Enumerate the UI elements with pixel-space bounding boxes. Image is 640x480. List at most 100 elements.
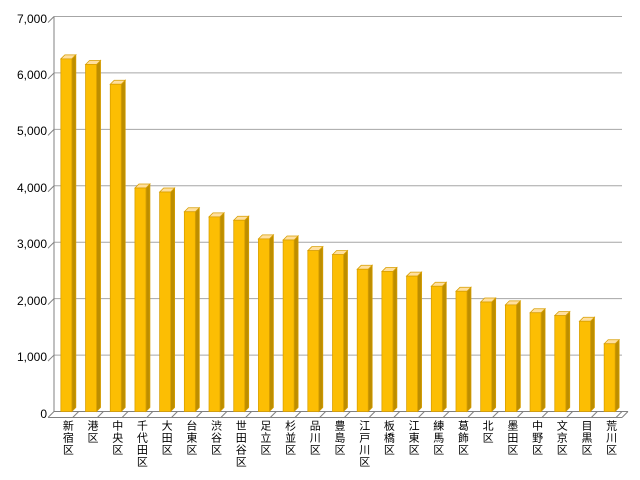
x-tick-label: 中野区 xyxy=(530,420,543,456)
x-axis-tick xyxy=(516,411,524,418)
y-axis-tick xyxy=(47,185,55,193)
bar-side xyxy=(343,249,348,413)
bar-板橋区 xyxy=(380,266,398,413)
bar-side xyxy=(170,187,176,413)
y-tick-label: 6,000 xyxy=(16,67,47,82)
y-tick-label: 0 xyxy=(40,406,47,421)
y-axis-tick xyxy=(47,72,55,80)
x-tick-label: 大田区 xyxy=(160,420,173,456)
x-tick-label: 世田谷区 xyxy=(234,420,247,468)
bar-face xyxy=(356,268,369,412)
bar-face xyxy=(282,239,295,412)
x-axis-tick xyxy=(195,411,203,418)
x-tick-label: 板橋区 xyxy=(382,420,395,456)
x-axis-tick xyxy=(343,411,351,418)
bar-side xyxy=(145,183,151,413)
bar-目黒区 xyxy=(578,316,596,413)
bar-face xyxy=(159,191,172,412)
bar-face xyxy=(183,211,196,412)
y-tick-label: 4,000 xyxy=(16,180,47,195)
bar-side xyxy=(565,310,571,413)
x-axis-tick xyxy=(146,411,154,418)
bar-side xyxy=(219,211,225,413)
y-tick-label: 7,000 xyxy=(16,11,47,26)
bar-墨田区 xyxy=(504,299,522,413)
y-axis-tick xyxy=(47,411,55,418)
bar-side xyxy=(367,264,373,413)
bar-face xyxy=(208,216,221,412)
bar-品川区 xyxy=(306,245,324,413)
bar-face xyxy=(480,301,493,412)
x-axis-tick xyxy=(245,411,252,418)
bar-side xyxy=(269,233,274,413)
x-tick-label: 豊島区 xyxy=(333,420,345,456)
bar-face xyxy=(554,315,567,412)
bar-豊島区 xyxy=(331,249,349,413)
x-tick-label: 新宿区 xyxy=(61,420,74,456)
x-tick-label: 渋谷区 xyxy=(209,420,222,456)
bar-face xyxy=(258,238,270,412)
x-tick-label: 港区 xyxy=(86,420,99,444)
x-axis-tick xyxy=(590,411,598,418)
bar-side xyxy=(120,79,126,413)
bar-side xyxy=(318,245,324,413)
bar-face xyxy=(85,64,97,412)
x-tick-label: 文京区 xyxy=(555,420,568,456)
x-tick-label: 目黒区 xyxy=(579,420,592,456)
bar-face xyxy=(60,58,73,412)
bar-大田区 xyxy=(158,187,176,413)
x-axis-tick xyxy=(72,411,80,418)
bar-face xyxy=(529,312,542,412)
bar-文京区 xyxy=(553,310,571,413)
y-tick-label: 3,000 xyxy=(16,237,47,252)
x-axis-tick xyxy=(269,411,277,418)
x-tick-label: 杉並区 xyxy=(283,420,296,456)
bar-face xyxy=(307,250,320,412)
bar-世田谷区 xyxy=(232,215,250,413)
x-axis-tick xyxy=(294,411,302,418)
bar-side xyxy=(194,206,200,413)
x-axis-tick xyxy=(220,411,228,418)
bar-side xyxy=(515,299,521,413)
floor-right-corner xyxy=(621,411,629,418)
bar-side xyxy=(392,266,398,413)
bar-江戸川区 xyxy=(356,264,374,413)
x-tick-label: 江戸川区 xyxy=(357,420,370,468)
x-tick-label: 北区 xyxy=(481,420,494,444)
x-axis-tick xyxy=(368,411,376,418)
x-axis-tick xyxy=(492,411,499,418)
bar-face xyxy=(332,254,344,412)
bar-face xyxy=(134,187,147,412)
bar-港区 xyxy=(84,59,102,413)
bar-side xyxy=(466,286,472,413)
bar-練馬区 xyxy=(430,281,448,413)
y-axis-tick xyxy=(47,298,55,305)
x-axis-tick xyxy=(418,411,425,418)
bar-杉並区 xyxy=(282,235,300,413)
x-axis-tick xyxy=(319,411,327,418)
bar-face xyxy=(109,83,122,412)
bar-荒川区 xyxy=(603,338,621,413)
y-tick-label: 2,000 xyxy=(16,293,47,308)
bar-渋谷区 xyxy=(208,211,225,413)
y-axis-tick xyxy=(47,16,55,23)
bar-side xyxy=(540,307,546,413)
bar-side xyxy=(293,235,299,413)
y-axis-tick xyxy=(47,354,55,362)
x-axis-tick xyxy=(566,411,573,418)
x-tick-label: 品川区 xyxy=(308,420,321,456)
x-axis-tick xyxy=(467,411,475,418)
x-tick-label: 足立区 xyxy=(258,420,271,456)
bar-face xyxy=(430,285,443,412)
y-axis-tick xyxy=(47,129,55,136)
bar-side xyxy=(491,297,497,413)
x-axis-tick xyxy=(171,411,178,418)
x-tick-label: 中央区 xyxy=(110,420,123,456)
bar-江東区 xyxy=(405,271,423,413)
x-tick-label: 練馬区 xyxy=(431,420,444,456)
y-tick-label: 1,000 xyxy=(16,350,47,365)
bar-side xyxy=(441,281,447,413)
x-axis-tick xyxy=(442,411,450,418)
